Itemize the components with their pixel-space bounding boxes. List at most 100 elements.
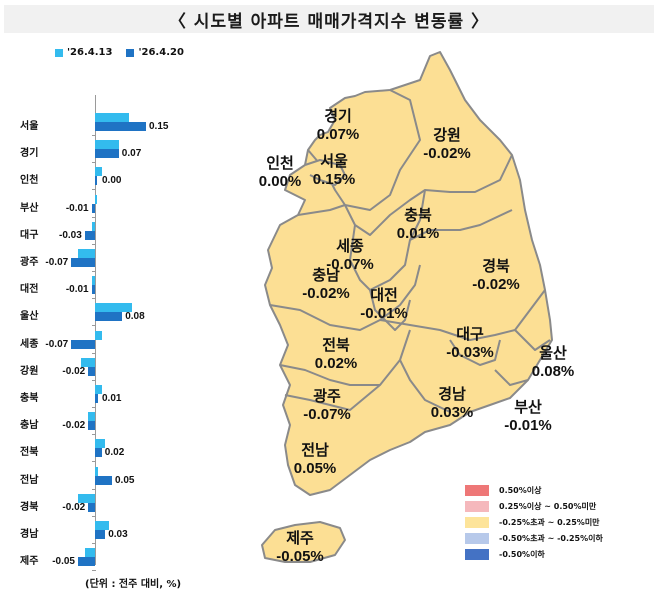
map-legend-swatch [465,532,489,544]
category-label: 대전 [20,284,39,296]
category-label: 전남 [20,474,39,486]
region-name: 서울 [320,153,348,170]
bar-prev-week [95,466,99,476]
category-label: 충남 [20,420,39,432]
region-label: 서울 0.15% [313,153,356,189]
region-name: 충북 [404,207,432,224]
page-title: 〈 시도별 아파트 매매가격지수 변동률 〉 [4,5,654,33]
bar-curr-week [91,203,95,213]
region-value: -0.02% [423,145,471,162]
chart-row: 인천 0.00 [0,167,200,194]
axis-tick [92,298,96,300]
chart-row: 충북 0.01 [0,385,200,412]
region-label: 부산 -0.01% [504,399,552,435]
chart-row: 울산 0.08 [0,303,200,330]
region-name: 강원 [433,127,461,144]
value-label: 0.00 [102,175,122,187]
chart-row: 대전 -0.01 [0,276,200,303]
bar-curr-week [88,366,95,376]
region-value: 0.08% [531,363,575,380]
chart-row: 전남 0.05 [0,466,200,494]
value-label: 0.07 [121,148,142,160]
map-legend-swatch [465,484,489,496]
legend-label-prev: '26.4.13 [67,47,113,58]
bar-curr-week [95,448,102,458]
region-value: 0.00% [258,173,302,190]
axis-tick [92,543,96,544]
axis-tick [92,570,96,572]
bar-prev-week [95,439,106,449]
bar-curr-week [88,421,95,431]
region-label: 대전 -0.01% [360,287,408,323]
map-legend-item: -0.50%초과 ~ -0.25%이하 [465,530,603,546]
chart-row: 광주 -0.07 [0,249,200,276]
region-label: 대구 -0.03% [446,326,494,362]
value-label: 0.15 [149,121,169,132]
region-name: 인천 [266,155,294,172]
region-label: 제주 -0.05% [276,530,324,566]
value-label: -0.07 [45,257,69,268]
axis-tick [92,379,96,381]
axis-tick [92,162,96,164]
bar-prev-week [88,412,95,422]
bar-prev-week [95,385,102,394]
region-label: 경남 0.03% [431,386,474,422]
region-label: 경북 -0.02% [472,258,520,294]
bar-prev-week [95,113,129,122]
chart-row: 부산 -0.01 [0,194,200,222]
bar-prev-week [91,276,95,286]
bar-prev-week [95,330,102,340]
bar-prev-week [91,221,95,231]
region-name: 충남 [312,267,340,284]
value-label: 0.03 [108,529,128,540]
category-label: 경북 [20,501,39,513]
axis-tick [92,515,96,517]
axis-tick [92,461,96,463]
category-label: 제주 [20,556,39,568]
category-label: 울산 [20,311,39,323]
bar-curr-week [95,312,123,322]
bar-curr-week [95,122,146,131]
category-label: 전북 [20,447,39,459]
category-label: 대구 [20,229,39,241]
map-legend-label: -0.50%이하 [499,549,545,559]
chart-legend: '26.4.13 '26.4.20 [55,47,184,58]
value-label: -0.05 [52,556,75,568]
region-label: 충남 -0.02% [302,267,350,303]
axis-tick [92,325,96,327]
value-label: 0.08 [125,311,145,323]
bar-curr-week [95,149,119,159]
bar-prev-week [95,194,97,204]
region-name: 경북 [482,258,510,275]
axis-tick [92,135,96,136]
region-name: 전북 [322,337,350,354]
category-label: 세종 [20,338,39,350]
region-label: 충북 0.01% [397,207,440,243]
chart-row: 제주 -0.05 [0,548,200,575]
value-label: -0.02 [62,501,86,513]
region-label: 경기 0.07% [317,108,360,144]
region-name: 부산 [514,399,542,416]
region-name: 전남 [301,442,329,459]
map-legend-label: -0.50%초과 ~ -0.25%이하 [499,533,603,543]
chart-row: 경북 -0.02 [0,493,200,521]
bar-chart: '26.4.13 '26.4.20 서울 0.15 경기 0.07 인천 0.00 부산 -0… [0,40,200,600]
value-label: 0.01 [102,393,122,404]
chart-row: 서울 0.15 [0,113,200,140]
region-name: 경남 [438,386,466,403]
region-label: 전남 0.05% [294,442,337,478]
bar-curr-week [78,557,95,567]
map-legend-item: 0.50%이상 [465,482,603,498]
region-value: 0.05% [293,460,337,477]
region-value: 0.15% [312,171,356,188]
legend-label-curr: '26.4.20 [138,47,184,58]
axis-tick [92,352,96,354]
category-label: 강원 [20,365,39,377]
bar-prev-week [95,303,133,313]
bar-curr-week [95,176,97,186]
map-legend-item: -0.50%이하 [465,546,603,562]
category-label: 인천 [20,175,39,187]
region-name: 경기 [324,108,352,125]
region-value: 0.03% [430,404,474,421]
bar-curr-week [84,230,95,240]
